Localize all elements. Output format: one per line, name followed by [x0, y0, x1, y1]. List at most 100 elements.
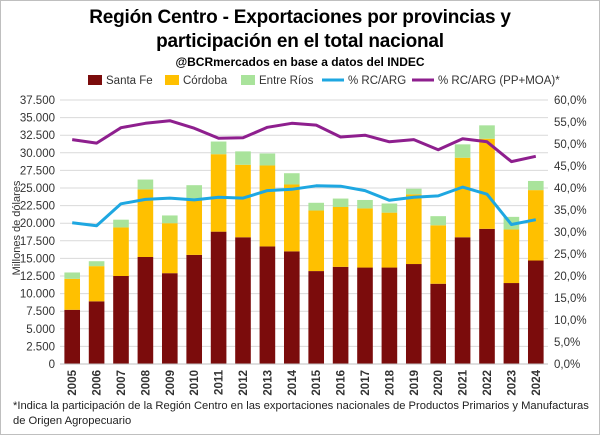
- legend-swatch: [88, 75, 102, 85]
- y-left-tick-label: 7.500: [26, 306, 55, 318]
- bar-c-rdoba: [454, 157, 471, 238]
- bar-entre-r-os: [527, 180, 544, 191]
- bar-santa-fe: [113, 276, 129, 364]
- y-right-tick-label: 40,0%: [554, 183, 587, 195]
- y-axis-label: Millones de dólares: [11, 180, 23, 275]
- bar-santa-fe: [137, 256, 154, 364]
- footnote: *Indica la participación de la Región Ce…: [13, 400, 589, 427]
- y-left-tick-label: 32.500: [20, 130, 55, 142]
- bar-c-rdoba: [64, 278, 81, 310]
- x-tick-label: 2023: [506, 370, 518, 396]
- bar-c-rdoba: [479, 138, 495, 229]
- x-tick-label: 2010: [189, 370, 201, 396]
- lines: [71, 119, 537, 228]
- bar-santa-fe: [88, 301, 105, 364]
- line--rc-arg-pp-moa: [71, 119, 537, 164]
- y-right-tick-label: 5,0%: [554, 337, 580, 349]
- legend-item: % RC/ARG (PP+MOA)*: [412, 75, 560, 87]
- bar-entre-r-os: [283, 173, 300, 185]
- legend-swatch: [165, 75, 179, 85]
- legend-label: % RC/ARG: [348, 75, 406, 87]
- bar-c-rdoba: [332, 207, 349, 267]
- bar-entre-r-os: [430, 216, 447, 226]
- x-tick-label: 2024: [531, 369, 543, 395]
- bar-c-rdoba: [161, 223, 178, 274]
- y-right-tick-label: 45,0%: [554, 161, 587, 173]
- bar-santa-fe: [283, 251, 300, 364]
- x-tick-label: 2015: [311, 369, 323, 395]
- legend: Santa Fe Córdoba Entre Ríos % RC/ARG % RC/AR…: [88, 75, 560, 87]
- chart-subtitle: @BCRmercados en base a datos del INDEC: [175, 55, 425, 69]
- bar-entre-r-os: [259, 153, 276, 166]
- bar-entre-r-os: [113, 219, 129, 228]
- y-left-tick-label: 25.000: [20, 183, 55, 195]
- y-left-tick-label: 5.000: [26, 324, 55, 336]
- bar-entre-r-os: [405, 188, 422, 195]
- y-right-tick-label: 10,0%: [554, 315, 587, 327]
- y-left-tick-label: 20.000: [20, 218, 55, 230]
- legend-label: Santa Fe: [106, 75, 153, 87]
- y-left-tick-label: 2.500: [26, 341, 55, 353]
- bar-santa-fe: [430, 283, 447, 364]
- bar-c-rdoba: [88, 266, 105, 302]
- legend-item: Entre Ríos: [241, 75, 314, 87]
- x-tick-label: 2018: [384, 369, 396, 395]
- legend-swatch: [241, 75, 255, 85]
- bar-santa-fe: [210, 231, 227, 364]
- x-tick-label: 2017: [360, 370, 372, 396]
- legend-label: Entre Ríos: [259, 75, 314, 87]
- bar-entre-r-os: [161, 215, 178, 224]
- bar-c-rdoba: [405, 194, 422, 265]
- x-tick-label: 2011: [214, 369, 226, 395]
- y-left-tick-label: 10.000: [20, 289, 55, 301]
- y-right-tick-label: 20,0%: [554, 271, 587, 283]
- legend-item: Córdoba: [165, 75, 228, 87]
- bar-santa-fe: [479, 228, 495, 364]
- bar-santa-fe: [161, 273, 178, 364]
- legend-label: Córdoba: [183, 75, 228, 87]
- y-right-tick-label: 30,0%: [554, 227, 587, 239]
- line--rc-arg: [72, 184, 537, 228]
- bar-c-rdoba: [235, 164, 251, 238]
- y-left-tick-label: 0: [49, 359, 55, 371]
- y-right-tick-label: 50,0%: [554, 139, 587, 151]
- bar-c-rdoba: [259, 165, 276, 247]
- bar-santa-fe: [64, 309, 81, 364]
- legend-label: % RC/ARG (PP+MOA)*: [438, 75, 560, 87]
- bar-c-rdoba: [503, 229, 520, 284]
- x-tick-label: 2022: [482, 370, 494, 396]
- y-left-tick-label: 22.500: [20, 201, 55, 213]
- bar-santa-fe: [454, 237, 471, 364]
- legend-item: Santa Fe: [88, 75, 153, 87]
- x-tick-label: 2009: [165, 370, 177, 396]
- bar-c-rdoba: [283, 184, 300, 252]
- x-tick-label: 2019: [409, 370, 421, 396]
- y-left-tick-label: 35.000: [20, 113, 55, 125]
- bar-entre-r-os: [454, 144, 471, 158]
- y-left-tick-label: 30.000: [20, 148, 55, 160]
- bar-entre-r-os: [186, 185, 203, 200]
- bar-c-rdoba: [381, 212, 398, 268]
- bar-c-rdoba: [308, 210, 325, 272]
- y-right-tick-label: 55,0%: [554, 117, 587, 129]
- bar-entre-r-os: [308, 202, 325, 211]
- x-tick-label: 2006: [92, 370, 104, 396]
- bar-santa-fe: [527, 260, 544, 364]
- axes: 0 2.500 5.000 7.500 10.000 12.500 15.000 17.500…: [20, 95, 587, 396]
- x-tick-label: 2013: [262, 370, 274, 396]
- y-right-tick-label: 25,0%: [554, 249, 587, 261]
- bar-santa-fe: [186, 254, 203, 364]
- x-tick-label: 2007: [116, 370, 128, 396]
- chart-title-line1: Región Centro - Exportaciones por provin…: [89, 7, 511, 28]
- bar-entre-r-os: [210, 141, 227, 155]
- bar-santa-fe: [235, 237, 251, 364]
- y-right-tick-label: 60,0%: [554, 95, 587, 107]
- bar-entre-r-os: [64, 272, 81, 279]
- y-left-tick-label: 37.500: [20, 95, 55, 107]
- bar-entre-r-os: [88, 261, 105, 267]
- bar-entre-r-os: [332, 198, 349, 208]
- y-left-tick-label: 27.500: [20, 165, 55, 177]
- x-tick-label: 2005: [67, 369, 79, 395]
- bar-entre-r-os: [357, 199, 373, 209]
- bar-entre-r-os: [479, 125, 495, 139]
